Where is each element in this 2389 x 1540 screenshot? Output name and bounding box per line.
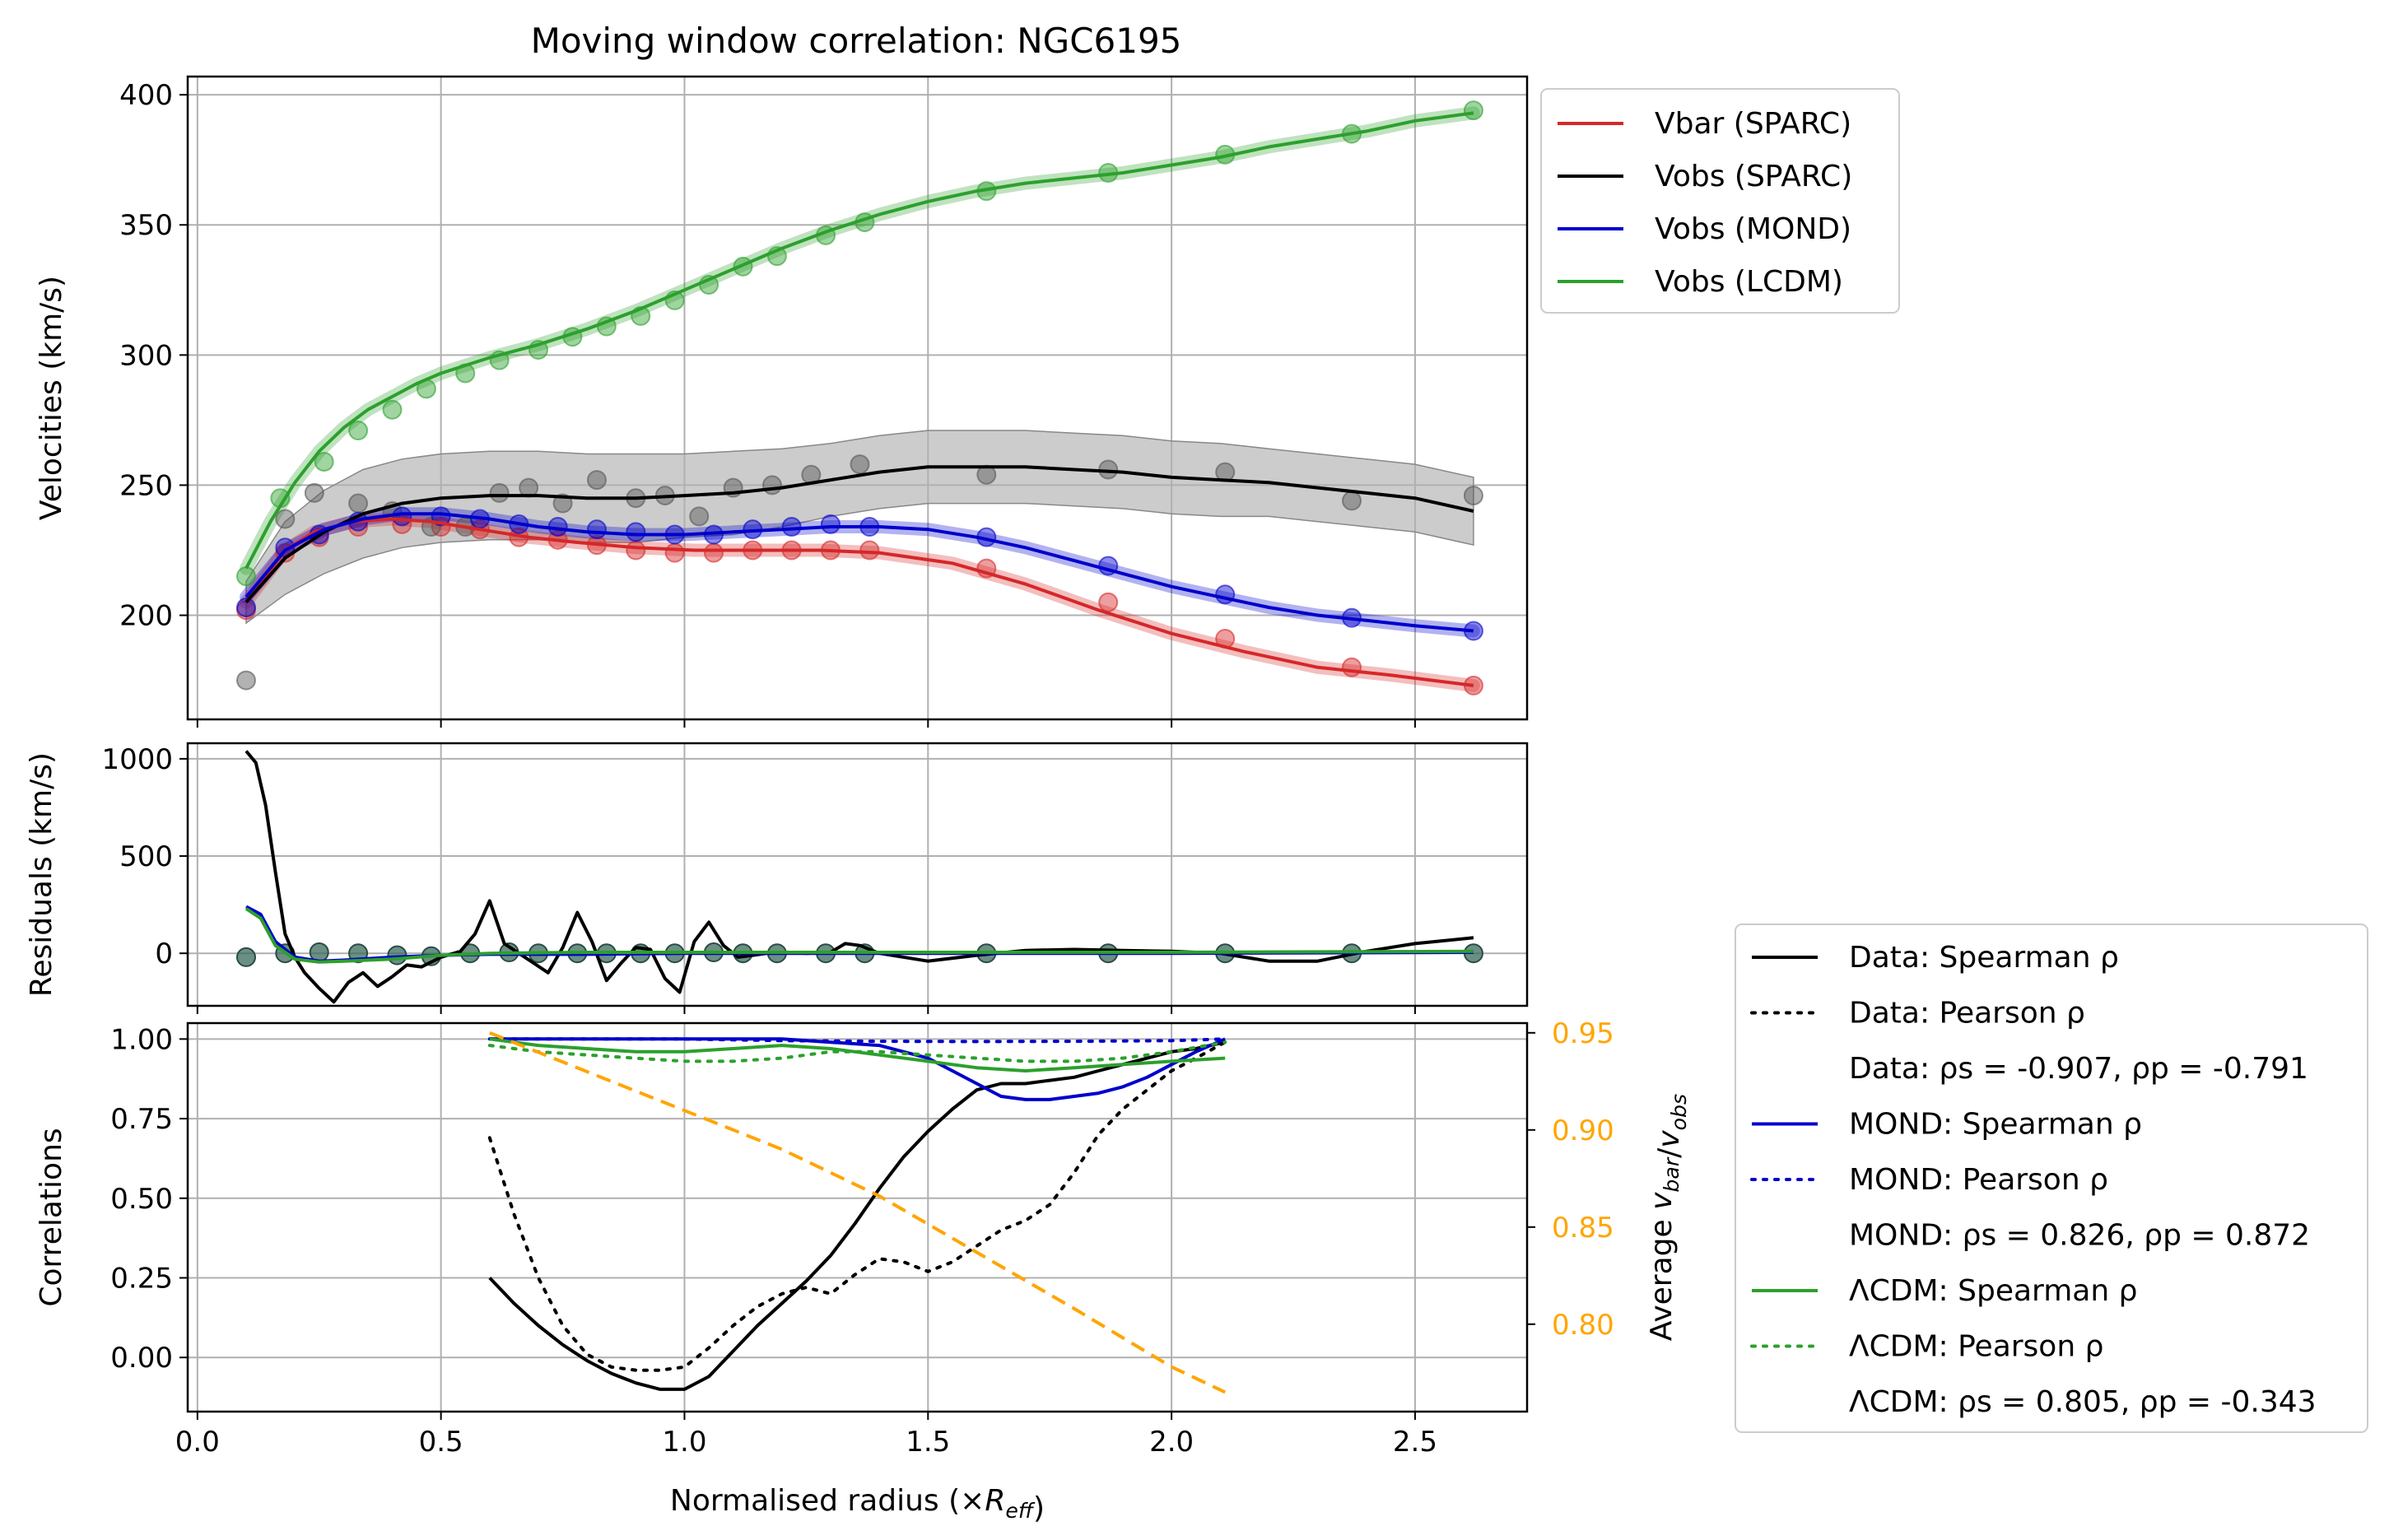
x-axis-label: Normalised radius (×Reff) [670, 1484, 1045, 1525]
residual-line [244, 907, 1474, 964]
data-point [552, 493, 573, 514]
right-y-tick-label: 0.80 [1552, 1309, 1614, 1342]
legend-label: ΛCDM: Pearson ρ [1849, 1330, 2103, 1364]
data-point [1342, 491, 1362, 511]
data-point [626, 540, 646, 561]
right-y-tick-label: 0.95 [1552, 1017, 1614, 1050]
data-point [703, 542, 724, 563]
data-point [1342, 657, 1362, 677]
data-point [586, 470, 607, 491]
axes-frame-2 [186, 742, 1529, 1007]
data-point [1098, 592, 1119, 612]
data-point [314, 451, 334, 472]
legend-label: Vobs (SPARC) [1655, 160, 1852, 193]
x-tick-label: 1.5 [906, 1426, 950, 1459]
legend-label: Data: Pearson ρ [1849, 997, 2085, 1031]
y-tick-label: 0.25 [110, 1263, 173, 1296]
correlation-line [489, 1037, 1226, 1072]
axes-frame-1 [186, 75, 1529, 721]
legend-label: Vbar (SPARC) [1655, 107, 1851, 141]
x-tick-label: 2.5 [1393, 1426, 1437, 1459]
correlation-legend-box [1735, 924, 2368, 1433]
data-point [382, 399, 403, 420]
legend-label: Data: ρs = -0.907, ρp = -0.791 [1849, 1052, 2308, 1086]
data-point [235, 566, 256, 587]
data-point [275, 509, 296, 529]
data-point [392, 506, 412, 527]
data-point [489, 482, 510, 503]
right-y-axis-label: Average vbar/vobs [1645, 1094, 1691, 1341]
data-point [850, 454, 870, 475]
x-tick-label: 1.0 [662, 1426, 706, 1459]
data-point [689, 506, 710, 527]
correlation-line [488, 1040, 1226, 1391]
series-line [244, 512, 1474, 633]
data-point [859, 540, 880, 561]
legend-label: MOND: Pearson ρ [1849, 1163, 2108, 1197]
legend-label: MOND: ρs = 0.826, ρp = 0.872 [1849, 1219, 2310, 1253]
data-point [348, 421, 369, 441]
x-tick-label: 0.5 [419, 1426, 463, 1459]
y-tick-label: 0 [155, 937, 173, 970]
right-y-tick-label: 0.90 [1552, 1114, 1614, 1147]
y-tick-label: 300 [119, 339, 173, 372]
y-axis-label-1: Velocities (km/s) [35, 276, 68, 520]
legend-label: ΛCDM: Spearman ρ [1849, 1274, 2137, 1308]
y-tick-label: 350 [119, 209, 173, 242]
series-line [244, 111, 1474, 570]
legend-label: Data: Spearman ρ [1849, 941, 2119, 975]
x-tick-label: 2.0 [1149, 1426, 1194, 1459]
y-tick-label: 0.00 [110, 1342, 173, 1375]
legend-label: Vobs (MOND) [1655, 212, 1851, 246]
y-tick-label: 0.75 [110, 1103, 173, 1136]
data-point [1463, 100, 1483, 121]
series-line [244, 517, 1474, 687]
data-point [626, 522, 646, 542]
y-tick-label: 1.00 [110, 1023, 173, 1056]
data-point [235, 598, 256, 618]
axes-frame-3 [186, 1021, 1529, 1413]
legend-label: Vobs (LCDM) [1655, 265, 1843, 299]
x-tick-label: 0.0 [175, 1426, 220, 1459]
y-tick-label: 500 [119, 840, 173, 873]
data-point [1463, 486, 1483, 506]
data-point [820, 514, 841, 534]
residual-point [235, 947, 256, 967]
correlation-line [487, 1040, 1227, 1372]
axis-labels-layer: Velocities (km/s) Residuals (km/s) Correla… [25, 276, 1691, 1525]
data-point [348, 493, 369, 514]
correlation-line [489, 1031, 1227, 1394]
y-tick-label: 400 [119, 79, 173, 112]
y-tick-label: 250 [119, 469, 173, 502]
data-point [664, 542, 685, 563]
legends-layer: Vbar (SPARC) Vobs (SPARC) Vobs (MOND) Vobs … [1540, 88, 2368, 1433]
y-tick-label: 1000 [101, 743, 173, 776]
data-point [586, 519, 607, 540]
correlation-line [489, 1037, 1227, 1101]
y-tick-label: 200 [119, 600, 173, 633]
axes-layer: 200 250 300 350 400 0 500 1000 0.0 0.5 1.0 1.5 2.0 2.… [101, 75, 1614, 1459]
correlation-line [487, 1037, 1227, 1044]
y-axis-label-3: Correlations [35, 1128, 68, 1306]
velocity-legend-box [1540, 88, 1900, 314]
data-point [781, 517, 802, 537]
data-point [235, 670, 256, 691]
data-point [761, 475, 782, 495]
right-y-tick-label: 0.85 [1552, 1212, 1614, 1245]
data-point [304, 482, 324, 503]
y-tick-label: 0.50 [110, 1183, 173, 1216]
correlation-line [487, 1040, 1227, 1063]
legend-label: ΛCDM: ρs = 0.805, ρp = -0.343 [1849, 1385, 2317, 1419]
y-axis-label-2: Residuals (km/s) [25, 752, 58, 997]
series-line [244, 465, 1474, 604]
series-lines-layer [244, 111, 1474, 1394]
legend-label: MOND: Spearman ρ [1849, 1108, 2142, 1142]
chart-title: Moving window correlation: NGC6195 [531, 21, 1182, 61]
